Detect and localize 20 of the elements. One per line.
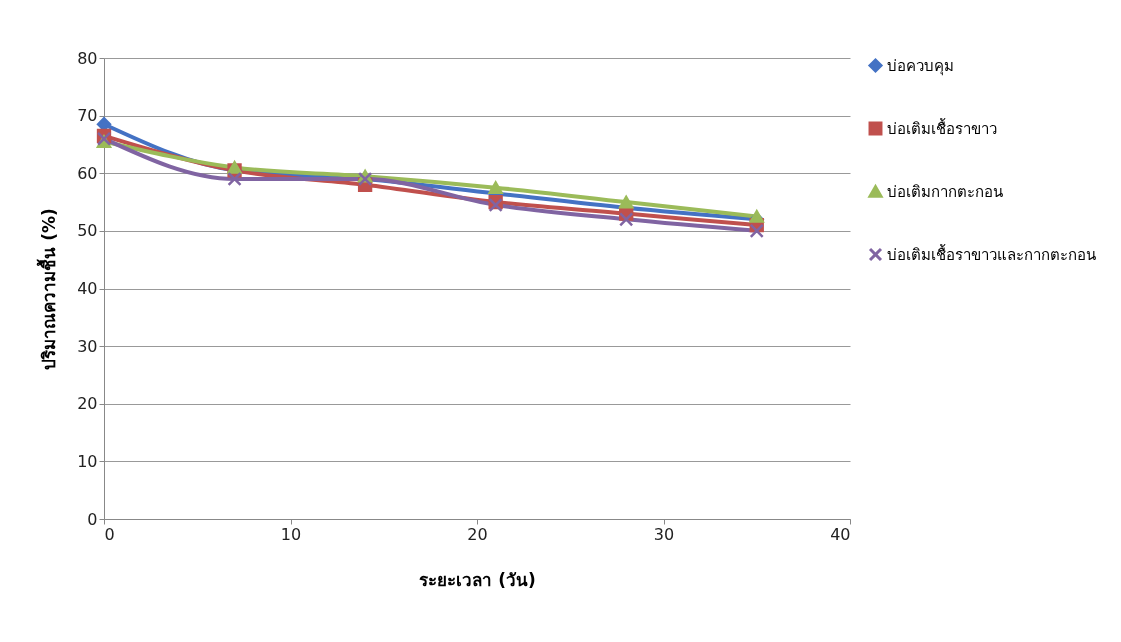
y-tick-label: 70: [77, 106, 98, 126]
y-tick-label: 60: [77, 163, 98, 183]
y-tick-label: 10: [77, 451, 98, 471]
x-tick-label: 20: [467, 524, 488, 544]
x-tick-label: 40: [830, 524, 851, 544]
y-tick-label: 0: [87, 509, 98, 529]
legend-label: บ่อเติมเชื้อราขาว: [887, 117, 997, 138]
y-axis-title: ปริมาณความชื้น (%): [36, 208, 60, 370]
legend-label: บ่อเติมกากตะกอน: [887, 182, 1003, 201]
legend-label: บ่อเติมเชื้อราขาวและกากตะกอน: [887, 243, 1096, 264]
x-axis-title: ระยะเวลา (วัน): [419, 569, 536, 590]
x-tick-label: 0: [104, 524, 115, 544]
y-tick-label: 50: [77, 221, 98, 241]
x-tick-label: 10: [280, 524, 302, 544]
legend-label: บ่อควบคุม: [887, 56, 954, 76]
y-tick-label: 40: [77, 279, 98, 298]
y-tick-label: 80: [77, 48, 98, 68]
y-tick-label: 20: [77, 394, 98, 414]
x-tick-label: 30: [653, 524, 675, 544]
y-tick-label: 30: [77, 336, 98, 356]
